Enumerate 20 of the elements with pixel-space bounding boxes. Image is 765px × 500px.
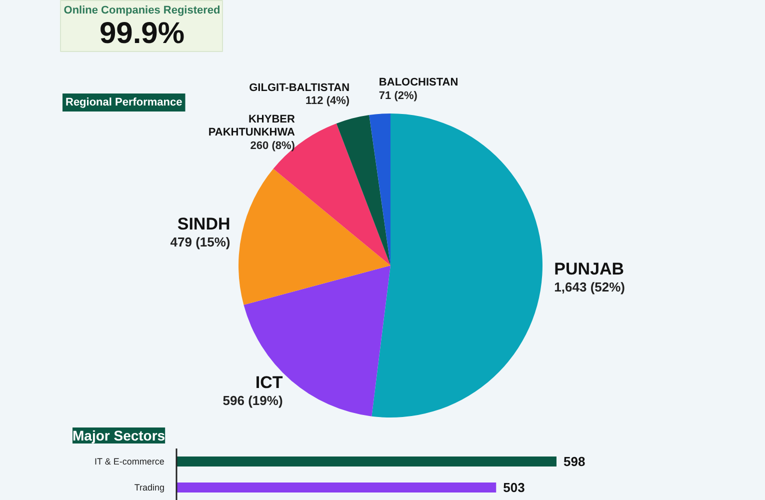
data-label: 112 (4%)	[306, 95, 350, 108]
data-label: 503	[503, 480, 525, 495]
y-tick-label: IT & E-commerce	[94, 456, 164, 466]
slice-label: PUNJAB	[554, 259, 624, 278]
text: 99.9%	[99, 17, 185, 50]
data-label: 479 (15%)	[170, 234, 230, 250]
data-label: 1,643 (52%)	[554, 279, 626, 294]
slice-label: KHYBER PAKHTUNKHWA	[208, 114, 295, 139]
slice-label: ICT	[255, 372, 284, 392]
data-label: 260 (8%)	[250, 140, 296, 152]
data-label: 598	[564, 454, 586, 469]
text: Online Companies Registered	[64, 4, 220, 16]
slice-label: GILGIT-BALTISTAN	[249, 82, 350, 94]
slice-label: BALOCHISTAN	[378, 76, 458, 89]
y-tick-label: Trading	[134, 482, 165, 492]
slice-label: SINDH	[177, 214, 230, 234]
chart-title: Major Sectors	[72, 428, 166, 444]
data-label: 596 (19%)	[222, 392, 283, 408]
data-label: 71 (2%)	[378, 90, 418, 102]
text: Regional Performance	[66, 96, 182, 108]
